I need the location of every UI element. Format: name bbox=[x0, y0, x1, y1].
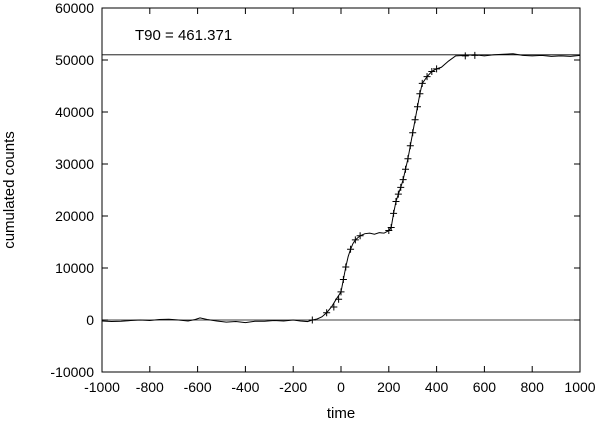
series-markers bbox=[308, 51, 479, 324]
series-marker bbox=[390, 209, 398, 217]
series-marker bbox=[387, 223, 395, 231]
series-marker bbox=[461, 52, 469, 60]
x-tick-label: -600 bbox=[184, 379, 212, 395]
y-tick-label: -10000 bbox=[50, 364, 94, 380]
series-marker bbox=[418, 79, 426, 87]
x-axis-label: time bbox=[327, 405, 355, 422]
series-marker bbox=[423, 73, 431, 81]
x-axis-ticks: -1000 -800 -600 -400 -200 0 200 400 600 800 1000 bbox=[84, 8, 596, 395]
plot-frame bbox=[101, 7, 581, 373]
series-marker bbox=[397, 183, 405, 191]
t90-annotation: T90 = 461.371 bbox=[135, 27, 232, 44]
series-marker bbox=[411, 116, 419, 124]
series-marker bbox=[402, 165, 410, 173]
y-tick-label: 0 bbox=[86, 312, 94, 328]
series-marker bbox=[351, 236, 359, 244]
series-marker bbox=[347, 245, 355, 253]
x-tick-label: 400 bbox=[425, 379, 449, 395]
x-tick-label: -200 bbox=[279, 379, 307, 395]
x-tick-label: 600 bbox=[473, 379, 497, 395]
series-marker bbox=[433, 65, 441, 73]
x-tick-label: 1000 bbox=[564, 379, 595, 395]
series-marker bbox=[399, 176, 407, 184]
series-marker bbox=[406, 142, 414, 150]
y-tick-label: 30000 bbox=[55, 156, 94, 172]
series-marker bbox=[409, 129, 417, 137]
x-tick-label: 0 bbox=[337, 379, 345, 395]
y-axis-ticks: -10000 0 10000 20000 30000 40000 50000 60000 bbox=[50, 0, 580, 380]
x-tick-label: -1000 bbox=[84, 379, 120, 395]
series-marker bbox=[404, 155, 412, 163]
x-tick-label: 800 bbox=[521, 379, 545, 395]
y-tick-label: 40000 bbox=[55, 104, 94, 120]
series-marker bbox=[337, 288, 345, 296]
series-line bbox=[101, 53, 581, 324]
x-tick-label: 200 bbox=[377, 379, 401, 395]
series-marker bbox=[413, 103, 421, 111]
series-marker bbox=[394, 190, 402, 198]
x-tick-label: -400 bbox=[231, 379, 259, 395]
series-marker bbox=[428, 67, 436, 75]
y-tick-label: 50000 bbox=[55, 52, 94, 68]
series-marker bbox=[416, 90, 424, 98]
y-axis-label: cumulated counts bbox=[1, 131, 18, 249]
y-tick-label: 60000 bbox=[55, 0, 94, 16]
series-marker bbox=[339, 275, 347, 283]
series-marker bbox=[356, 232, 364, 240]
series-marker bbox=[471, 51, 479, 59]
series-marker bbox=[308, 316, 316, 324]
series-marker bbox=[330, 303, 338, 311]
y-tick-label: 20000 bbox=[55, 208, 94, 224]
series-marker bbox=[392, 197, 400, 205]
series-marker bbox=[342, 263, 350, 271]
series-marker bbox=[335, 295, 343, 303]
reference-lines bbox=[102, 54, 580, 321]
x-tick-label: -800 bbox=[136, 379, 164, 395]
y-tick-label: 10000 bbox=[55, 260, 94, 276]
series-marker bbox=[323, 309, 331, 317]
